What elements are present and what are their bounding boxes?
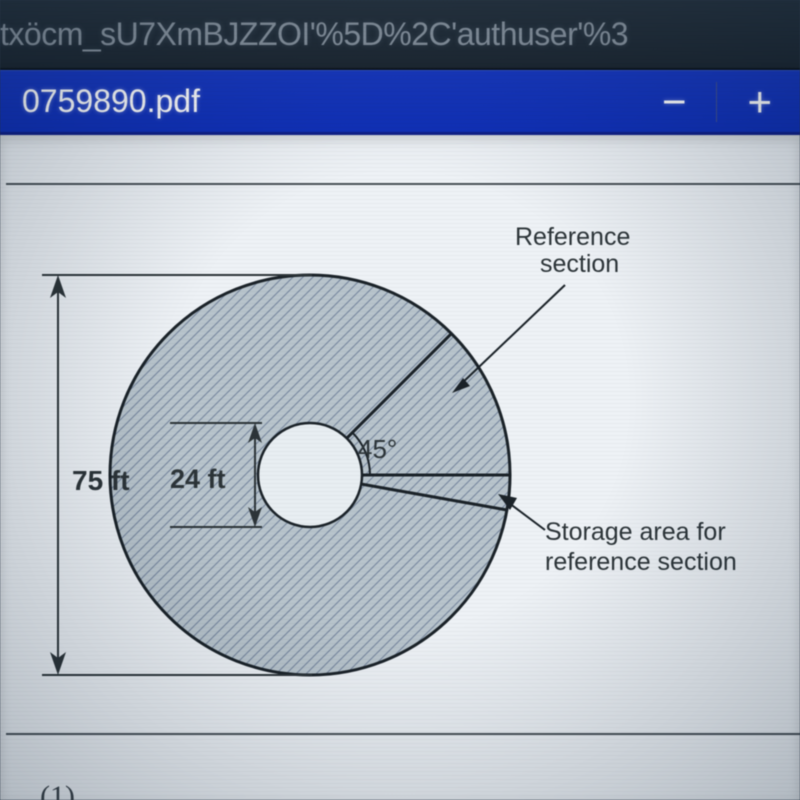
zoom-in-button[interactable]: + [747,81,772,123]
browser-url-bar: txöcm_sU7XmBJZZOI'%5D%2C'authuser'%3 [0,0,800,70]
zoom-out-button[interactable]: − [662,81,687,123]
answer-number-label: (1) [40,780,75,800]
ref-section-label-2: section [540,250,619,278]
geometry-diagram: 75 ft 24 ft 45° Reference section Storag… [0,190,800,730]
pdf-filename-label: 0759890.pdf [22,83,200,120]
storage-label-2: reference section [545,548,737,576]
answer-blank-row: (1) [40,780,367,800]
screenshot-root: txöcm_sU7XmBJZZOI'%5D%2C'authuser'%3 075… [0,0,800,800]
url-fragment-text: txöcm_sU7XmBJZZOI'%5D%2C'authuser'%3 [0,16,628,53]
storage-label-1: Storage area for [545,518,726,546]
inner-circle [258,423,362,527]
zoom-controls: − + [662,81,772,123]
zoom-divider [716,82,717,122]
pdf-tab-bar: 0759890.pdf − + [0,70,800,135]
outer-diameter-label: 75 ft [72,465,130,496]
angle-label: 45° [358,434,397,464]
inner-diameter-label: 24 ft [170,464,226,494]
ref-section-label-1: Reference [515,223,630,251]
page-rule-bottom [6,733,800,735]
page-rule-top [6,183,800,185]
ref-section-pointer [460,285,565,385]
pdf-page-area[interactable]: 75 ft 24 ft 45° Reference section Storag… [0,135,800,800]
